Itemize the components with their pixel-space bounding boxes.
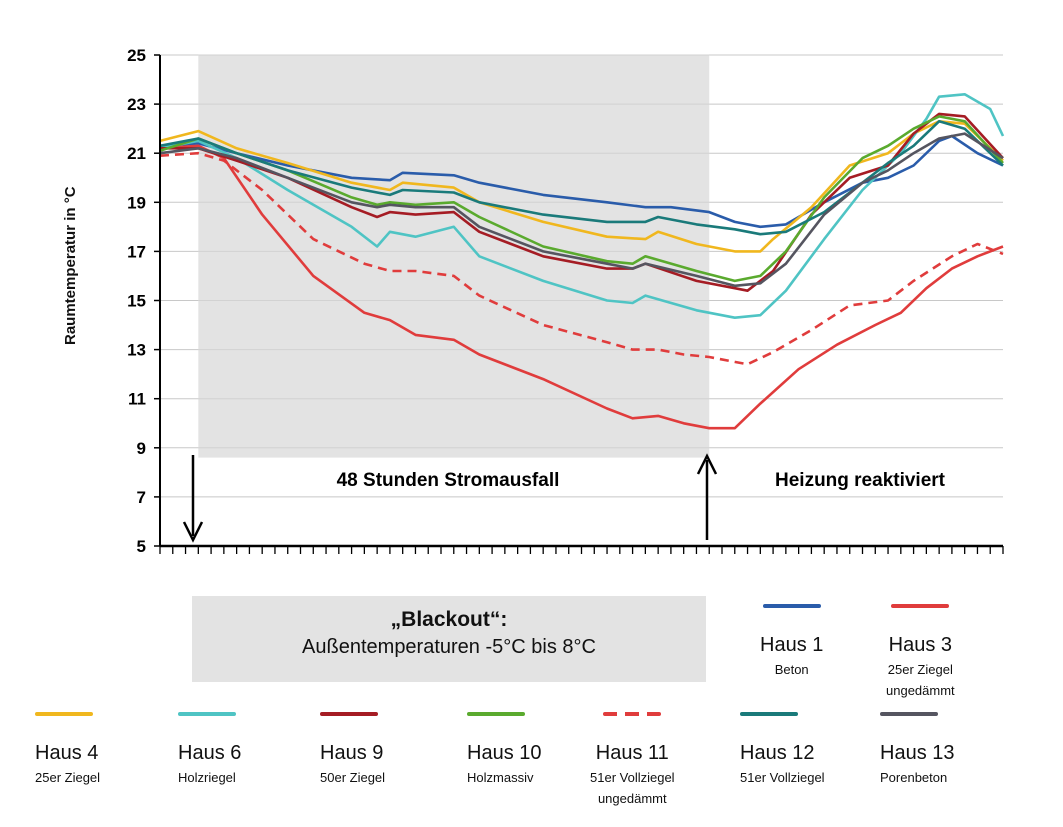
legend-swatch bbox=[467, 712, 525, 716]
legend-swatch bbox=[891, 604, 950, 608]
legend-item-haus-13: Haus 13 Porenbeton bbox=[880, 712, 955, 786]
series-line-haus-1 bbox=[159, 134, 1004, 229]
legend-description: Holzriegel bbox=[178, 770, 236, 785]
series-line-haus-10 bbox=[159, 115, 1004, 283]
blackout-shaded-area bbox=[198, 55, 710, 458]
y-axis-label: Raumtemperatur in °C bbox=[62, 186, 79, 345]
legend-name: Haus 4 bbox=[35, 742, 99, 764]
series-line-haus-12 bbox=[159, 120, 1004, 236]
y-tick-label: 19 bbox=[127, 193, 146, 212]
legend-swatch bbox=[35, 712, 93, 716]
y-tick-label: 5 bbox=[137, 537, 146, 556]
series-line-haus-4 bbox=[159, 120, 1004, 253]
heating-reactivated-label: Heizung reaktiviert bbox=[775, 470, 946, 491]
blackout-start-arrow bbox=[182, 455, 204, 543]
legend-description: 51er Vollziegel bbox=[740, 770, 825, 785]
legend-swatch bbox=[178, 712, 236, 716]
legend-item-haus-4: Haus 4 25er Ziegel bbox=[35, 712, 100, 786]
legend-name: Haus 3 bbox=[888, 634, 953, 656]
legend-description: Holzmassiv bbox=[467, 770, 534, 785]
y-gridlines-overlay bbox=[198, 54, 710, 449]
x-tick-marks bbox=[159, 546, 1004, 554]
legend-name: Haus 9 bbox=[320, 742, 384, 764]
legend-item-haus-3: Haus 3 25er Ziegel ungedämmt bbox=[886, 604, 955, 699]
y-tick-label: 15 bbox=[127, 292, 146, 311]
legend-description: Beton bbox=[774, 662, 809, 677]
legend-name: Haus 6 bbox=[178, 742, 242, 764]
blackout-span-label: 48 Stunden Stromausfall bbox=[337, 470, 560, 491]
series-line-haus-13 bbox=[159, 132, 1004, 288]
legend-item-haus-11: Haus 11 51er Vollziegel ungedämmt bbox=[590, 712, 675, 807]
legend-description: Porenbeton bbox=[880, 770, 948, 785]
y-tick-label: 23 bbox=[127, 95, 146, 114]
legend-item-haus-10: Haus 10 Holzmassiv bbox=[467, 712, 542, 786]
y-tick-label: 11 bbox=[128, 390, 146, 409]
series-line-haus-3 bbox=[159, 144, 1004, 430]
legend-description: 50er Ziegel bbox=[320, 770, 386, 785]
y-tick-label: 7 bbox=[137, 488, 146, 507]
legend-description: ungedämmt bbox=[886, 683, 955, 698]
legend-description: 51er Vollziegel bbox=[590, 770, 675, 785]
legend-description: 25er Ziegel bbox=[887, 662, 953, 677]
legend-item-haus-9: Haus 9 50er Ziegel bbox=[320, 712, 385, 786]
y-tick-label: 9 bbox=[137, 439, 146, 458]
series-lines bbox=[159, 93, 1005, 430]
legend-description: ungedämmt bbox=[597, 791, 667, 806]
legend-item-haus-1: Haus 1 Beton bbox=[760, 604, 823, 678]
legend-item-haus-6: Haus 6 Holzriegel bbox=[178, 712, 241, 786]
blackout-outdoor-temps: Außentemperaturen -5°C bis 8°C bbox=[302, 636, 596, 658]
legend-swatch bbox=[603, 712, 662, 716]
legend-swatch bbox=[880, 712, 938, 716]
y-tick-label: 13 bbox=[127, 341, 146, 360]
y-tick-label: 17 bbox=[127, 242, 146, 261]
legend-name: Haus 1 bbox=[760, 634, 824, 656]
y-tick-label: 21 bbox=[127, 144, 146, 163]
legend-name: Haus 10 bbox=[467, 742, 542, 764]
legend-name: Haus 11 bbox=[595, 742, 669, 764]
series-line-haus-11 bbox=[159, 151, 1004, 366]
blackout-info-box: „Blackout“: Außentemperaturen -5°C bis 8… bbox=[192, 596, 706, 682]
legend-name: Haus 12 bbox=[740, 742, 815, 764]
legend-item-haus-12: Haus 12 51er Vollziegel bbox=[740, 712, 825, 786]
y-tick-label: 25 bbox=[127, 46, 146, 65]
legend-name: Haus 13 bbox=[880, 742, 955, 764]
blackout-title: „Blackout“: bbox=[390, 608, 508, 631]
legend-description: 25er Ziegel bbox=[35, 770, 101, 785]
y-tick-labels: 5 7 9 11 13 15 17 19 21 23 25 bbox=[127, 46, 160, 556]
heating-reactivated-arrow bbox=[696, 453, 718, 540]
legend-swatch bbox=[740, 712, 798, 716]
legend-swatch bbox=[762, 604, 821, 608]
temperature-line-chart: 5 7 9 11 13 15 17 19 21 23 25 48 Stunden Stromausf… bbox=[127, 46, 1005, 556]
legend-swatch bbox=[320, 712, 378, 716]
